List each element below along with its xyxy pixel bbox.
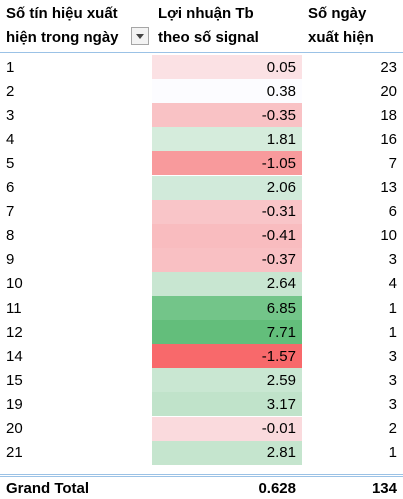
row-label: 3	[6, 106, 15, 124]
row-label: 11	[6, 299, 22, 317]
filter-dropdown[interactable]	[131, 27, 149, 45]
row-label: 9	[6, 251, 15, 269]
cell-value: 20	[380, 82, 397, 100]
cell-value: 0.38	[152, 79, 302, 104]
cell-value: 1.81	[152, 127, 302, 152]
row-label: 19	[6, 395, 23, 413]
header-border	[0, 52, 403, 53]
row-label: 7	[6, 203, 15, 221]
row-label: 5	[6, 154, 15, 172]
cell-value: 6	[388, 203, 397, 221]
cell-value: 6.85	[152, 296, 302, 321]
cell-value: 1	[388, 299, 397, 317]
cell-value: -0.37	[152, 247, 302, 272]
cell-value: 7.71	[152, 320, 302, 345]
row-label: 2	[6, 82, 15, 100]
row-label: 6	[6, 179, 15, 197]
cell-value: 1	[388, 323, 397, 341]
row-label: 21	[6, 444, 23, 462]
total-label: Grand Total	[6, 479, 90, 497]
row-label: 12	[6, 323, 23, 341]
column-header: hiện trong ngày	[6, 29, 119, 46]
row-label: 8	[6, 227, 15, 245]
cell-value: 16	[380, 130, 397, 148]
cell-value: 3	[388, 395, 397, 413]
cell-value: 2.06	[152, 175, 302, 200]
row-label: 4	[6, 130, 15, 148]
total-value: 0.628	[258, 479, 296, 497]
cell-value: 4	[388, 275, 397, 293]
cell-value: 13	[380, 179, 397, 197]
row-label: 20	[6, 420, 23, 438]
row-label: 10	[6, 275, 23, 293]
cell-value: 7	[388, 154, 397, 172]
total-value: 134	[371, 479, 397, 497]
cell-value: 23	[380, 58, 397, 76]
cell-value: 3.17	[152, 392, 302, 417]
cell-value: -1.57	[152, 344, 302, 369]
cell-value: -0.41	[152, 223, 302, 248]
cell-value: 3	[388, 251, 397, 269]
column-header: theo số signal	[158, 29, 259, 46]
cell-value: 18	[380, 106, 397, 124]
cell-value: 1	[388, 444, 397, 462]
cell-value: 2.64	[152, 271, 302, 296]
cell-value: -0.31	[152, 199, 302, 224]
column-header: Lợi nhuận Tb	[158, 5, 254, 22]
column-header: Số ngày	[308, 5, 367, 22]
cell-value: -0.01	[152, 416, 302, 441]
row-label: 14	[6, 347, 23, 365]
cell-value: 0.05	[152, 55, 302, 80]
cell-value: 3	[388, 347, 397, 365]
cell-value: -0.35	[152, 103, 302, 128]
cell-value: 3	[388, 371, 397, 389]
column-header: Số tín hiệu xuất	[6, 5, 118, 22]
row-label: 15	[6, 371, 23, 389]
cell-value: 2	[388, 420, 397, 438]
cell-value: 2.81	[152, 440, 302, 465]
cell-value: -1.05	[152, 151, 302, 176]
cell-value: 10	[380, 227, 397, 245]
column-header: xuất hiện	[308, 29, 374, 46]
cell-value: 2.59	[152, 368, 302, 393]
row-label: 1	[6, 58, 15, 76]
total-border	[0, 474, 403, 477]
